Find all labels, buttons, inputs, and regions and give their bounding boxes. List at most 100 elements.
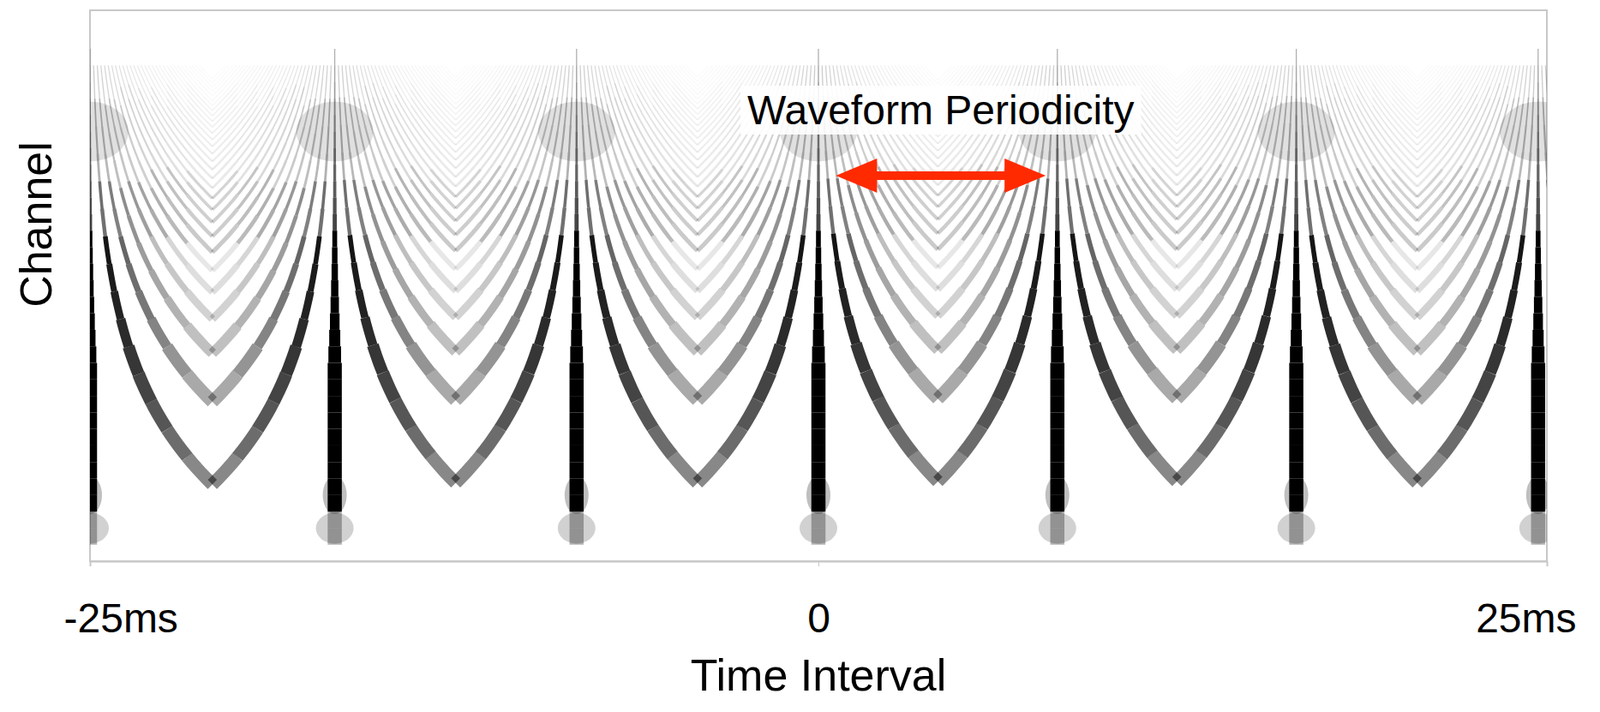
striation-arc [431,324,456,353]
striation-arc [722,83,743,111]
striation-arc [1514,131,1520,160]
peak-spike [1054,230,1061,247]
striation-arc [567,69,570,97]
striation-arc [653,104,673,132]
striation-arc [1009,65,1018,85]
striation-arc [1499,69,1508,97]
striation-arc [324,154,327,182]
striation-arc [606,317,615,346]
striation-arc [638,65,654,90]
striation-arc [1258,233,1267,262]
striation-arc [1248,343,1259,372]
striation-arc [962,295,983,324]
peak-spike [327,511,342,528]
striation-arc [177,65,187,78]
peak-spike [569,363,585,380]
striation-arc [1151,109,1177,138]
striation-arc [653,65,673,92]
striation-arc [1392,66,1418,95]
peak-spike [327,429,342,446]
peak-spike [1535,214,1541,231]
peak-spike [331,263,338,281]
striation-arc [1132,295,1153,324]
striation-arc [1462,400,1478,428]
striation-arc [1076,178,1082,206]
striation-arc [1344,125,1358,153]
striation-arc [480,179,501,208]
peak-blob [1284,476,1309,515]
striation-arc [324,71,327,99]
striation-arc [1526,97,1529,126]
peak-spike [327,461,342,479]
striation-arc [1221,399,1237,427]
peak-spike [331,246,337,264]
striation-arc [1290,95,1292,124]
striation-arc [1508,159,1515,187]
striation-arc [410,104,431,132]
striation-arc [1490,113,1501,141]
striation-arc [893,261,914,289]
striation-arc [1236,139,1249,168]
striation-arc [672,71,698,100]
striation-arc [128,347,139,375]
striation-arc [1372,179,1392,208]
striation-arc [591,234,596,263]
striation-arc [997,371,1010,399]
striation-arc [1266,123,1273,151]
striation-arc [1027,205,1034,234]
striation-arc [1372,296,1392,324]
peak-spike [574,246,580,264]
striation-arc [588,76,593,104]
striation-arc [101,65,102,78]
striation-arc [557,65,559,71]
striation-arc [937,288,963,317]
striation-arc [101,209,106,237]
striation-arc [173,65,188,83]
striation-arc [1258,83,1267,112]
striation-arc [1372,196,1392,224]
chart-container: -25ms025msTime IntervalChannelWaveform P… [0,0,1600,712]
striation-arc [1200,65,1202,66]
striation-arc [614,179,625,208]
striation-arc [1151,65,1153,66]
striation-arc [722,65,735,82]
peak-spike [1536,180,1541,198]
striation-arc [310,132,316,161]
striation-arc [1477,290,1491,318]
striation-arc [1320,125,1327,153]
striation-arc [411,65,432,92]
striation-arc [837,178,843,206]
striation-arc [799,152,804,180]
striation-arc [395,167,411,196]
striation-arc [212,72,238,101]
striation-arc [678,65,698,86]
striation-arc [1104,205,1117,234]
striation-arc [138,243,152,271]
striation-arc [832,233,838,262]
striation-arc [500,269,516,297]
striation-arc [528,83,540,111]
striation-arc [1490,65,1499,87]
striation-arc [1221,233,1237,262]
striation-arc [570,97,572,126]
striation-arc [383,140,396,168]
striation-arc [1344,372,1358,401]
striation-arc [571,69,573,97]
striation-arc [1356,234,1373,263]
striation-arc [1176,65,1191,80]
striation-arc [561,65,564,70]
striation-arc [1087,150,1096,179]
striation-arc [1117,316,1133,344]
striation-arc [138,374,152,402]
striation-arc [1266,157,1273,186]
striation-arc [916,65,939,89]
striation-arc [1132,164,1153,192]
striation-arc [1442,65,1463,92]
striation-arc [359,159,366,187]
striation-arc [569,125,571,153]
striation-arc [982,65,996,89]
striation-arc [538,65,540,71]
striation-arc [850,65,857,82]
striation-arc [887,65,894,76]
striation-arc [296,65,299,72]
